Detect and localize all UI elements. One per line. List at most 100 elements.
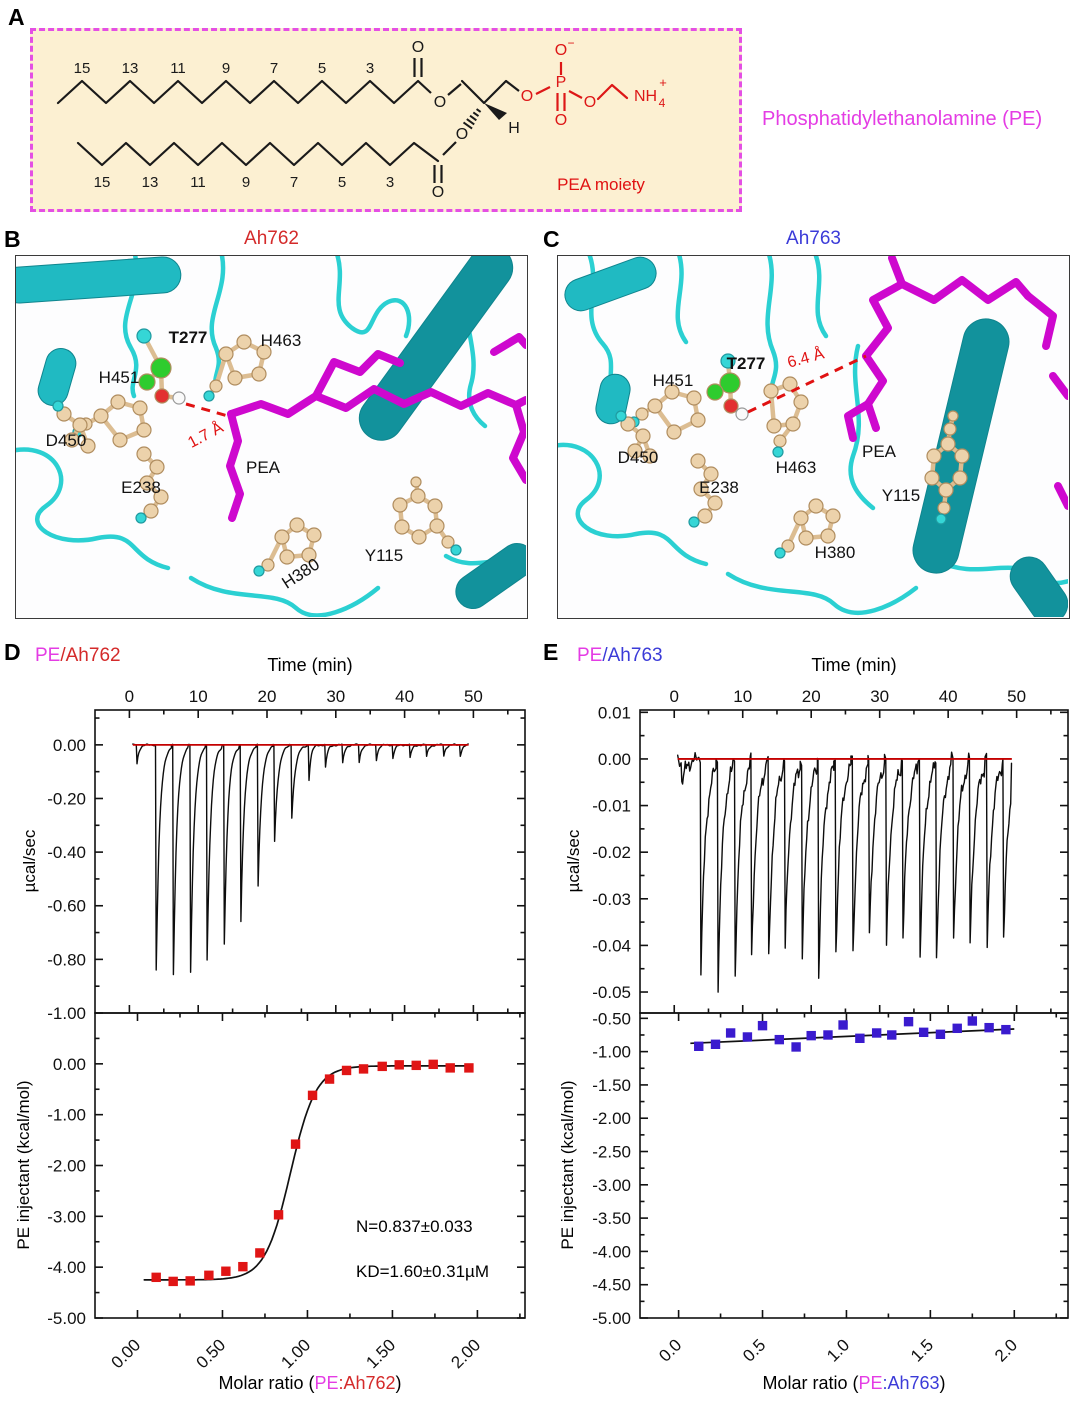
svg-text:H: H (508, 120, 520, 137)
svg-text:O: O (521, 88, 533, 105)
molar-label-pe: PE (314, 1373, 339, 1393)
panel-c-label: C (543, 226, 560, 252)
panel-b-title: Ah762 (244, 228, 299, 249)
molar-label-protein: :Ah762 (338, 1373, 396, 1393)
panel-d-title-pe: PE (35, 645, 61, 666)
structure-view-ah762: H451 T277 H463 1.7 Å D450 E238 PEA H380 … (15, 255, 528, 619)
molar-label-prefix: Molar ratio ( (218, 1373, 315, 1393)
svg-text:0: 0 (670, 687, 679, 706)
svg-text:1.00: 1.00 (277, 1335, 314, 1372)
svg-text:−: − (567, 36, 574, 50)
itc-chart-ah762: 0 10 20 30 40 50 0.00 -0.20 -0.40 -0.60 -0.80 -1.00… (0, 645, 540, 1404)
ucal-axis-label: µcal/sec (564, 829, 583, 893)
svg-text:-0.04: -0.04 (592, 936, 631, 955)
ah762-molecular-scene (16, 256, 526, 617)
residue-label-t277: T277 (168, 328, 208, 347)
svg-text:20: 20 (802, 687, 821, 706)
svg-text:9: 9 (242, 174, 250, 191)
svg-text:30: 30 (326, 687, 345, 706)
svg-text:-5.00: -5.00 (47, 1309, 86, 1328)
svg-text:4: 4 (659, 96, 666, 110)
svg-text:-0.80: -0.80 (47, 950, 86, 969)
svg-text:30: 30 (870, 687, 889, 706)
panel-d-label: D (4, 639, 21, 665)
panel-a-label: A (8, 4, 25, 30)
fit-kd-value: KD=1.60±0.31µM (356, 1262, 490, 1281)
svg-text:0.50: 0.50 (192, 1335, 229, 1372)
svg-text:5: 5 (338, 174, 346, 191)
ligand-label-pea: PEA (861, 442, 897, 461)
svg-text:-3.50: -3.50 (592, 1209, 631, 1228)
panel-e-label: E (543, 639, 559, 665)
ucal-axis-label: µcal/sec (20, 829, 39, 893)
injectant-axis-label: PE injectant (kcal/mol) (558, 1080, 577, 1250)
svg-text:+: + (659, 75, 667, 90)
itc-chart-ah763: 0 10 20 30 40 50 0.01 0.00 -0.01 -0.02 -0.03 -0.04 -… (540, 645, 1080, 1404)
svg-text:15: 15 (94, 174, 111, 191)
svg-text:O: O (456, 126, 468, 143)
svg-text:11: 11 (190, 174, 206, 191)
panel-e-title: PE/Ah763 (577, 645, 663, 667)
svg-text:-2.00: -2.00 (592, 1109, 631, 1128)
svg-text:0.00: 0.00 (53, 1055, 86, 1074)
structure-view-ah763: H451 T277 6.4 Å D450 E238 H463 PEA Y115 … (557, 255, 1070, 619)
svg-text:40: 40 (939, 687, 958, 706)
svg-text:-3.00: -3.00 (47, 1207, 86, 1226)
svg-text:-0.20: -0.20 (47, 789, 86, 808)
svg-text:-1.00: -1.00 (47, 1004, 86, 1023)
svg-text:0.0: 0.0 (655, 1335, 685, 1365)
ligand-label-pea: PEA (245, 458, 281, 477)
residue-label-d450: D450 (617, 448, 659, 467)
panel-e-title-protein: /Ah763 (602, 645, 663, 666)
svg-text:3: 3 (366, 60, 374, 77)
molar-label-protein: :Ah763 (882, 1373, 940, 1393)
time-axis-label: Time (min) (267, 655, 353, 675)
svg-text:0.00: 0.00 (53, 736, 86, 755)
svg-text:-0.05: -0.05 (592, 983, 631, 1002)
molar-label-pe: PE (858, 1373, 883, 1393)
svg-text:1.50: 1.50 (362, 1335, 399, 1372)
residue-label-h451: H451 (652, 371, 694, 390)
injectant-axis-label: PE injectant (kcal/mol) (14, 1080, 33, 1250)
pe-caption: Phosphatidylethanolamine (PE) (762, 108, 1043, 130)
svg-text:5: 5 (318, 60, 326, 77)
pea-moiety-label: PEA moiety (557, 175, 645, 194)
svg-text:-1.50: -1.50 (592, 1076, 631, 1095)
panel-d-title-protein: /Ah762 (60, 645, 121, 666)
itc-plot-ah762: 0 10 20 30 40 50 0.00 -0.20 -0.40 -0.60 -0.80 -1.00… (47, 687, 526, 1372)
panel-d-title: PE/Ah762 (35, 645, 121, 667)
svg-text:50: 50 (464, 687, 483, 706)
svg-text:-2.50: -2.50 (592, 1143, 631, 1162)
molar-ratio-axis-label: Molar ratio (PE:Ah762) (95, 1373, 525, 1394)
svg-text:13: 13 (142, 174, 159, 191)
svg-text:NH: NH (634, 88, 657, 105)
svg-text:0.00: 0.00 (107, 1335, 144, 1372)
svg-text:O: O (555, 112, 567, 129)
svg-text:O: O (412, 39, 424, 56)
residue-label-d450: D450 (45, 431, 87, 450)
residue-label-y115: Y115 (364, 546, 404, 565)
svg-text:0.00: 0.00 (598, 750, 631, 769)
residue-label-e238: E238 (699, 478, 739, 497)
itc-plot-ah763: 0 10 20 30 40 50 0.01 0.00 -0.01 -0.02 -0.03 -0.04 -… (592, 687, 1069, 1366)
residue-label-e238: E238 (121, 478, 161, 497)
svg-text:7: 7 (290, 174, 298, 191)
panel-c-title: Ah763 (786, 228, 841, 249)
molar-label-suffix: ) (939, 1373, 946, 1393)
time-axis-label: Time (min) (811, 655, 897, 675)
svg-text:1.0: 1.0 (823, 1335, 853, 1365)
svg-text:-2.00: -2.00 (47, 1157, 86, 1176)
residue-label-h451: H451 (98, 368, 140, 387)
svg-text:20: 20 (258, 687, 277, 706)
svg-text:-0.02: -0.02 (592, 843, 631, 862)
svg-text:O: O (584, 94, 596, 111)
svg-text:-3.00: -3.00 (592, 1176, 631, 1195)
molar-label-prefix: Molar ratio ( (762, 1373, 859, 1393)
svg-text:10: 10 (733, 687, 752, 706)
residue-label-y115: Y115 (881, 486, 921, 505)
panel-b-label: B (4, 226, 21, 252)
molar-label-suffix: ) (395, 1373, 402, 1393)
svg-text:50: 50 (1007, 687, 1026, 706)
svg-text:O: O (555, 42, 567, 59)
residue-label-t277: T277 (726, 354, 766, 373)
